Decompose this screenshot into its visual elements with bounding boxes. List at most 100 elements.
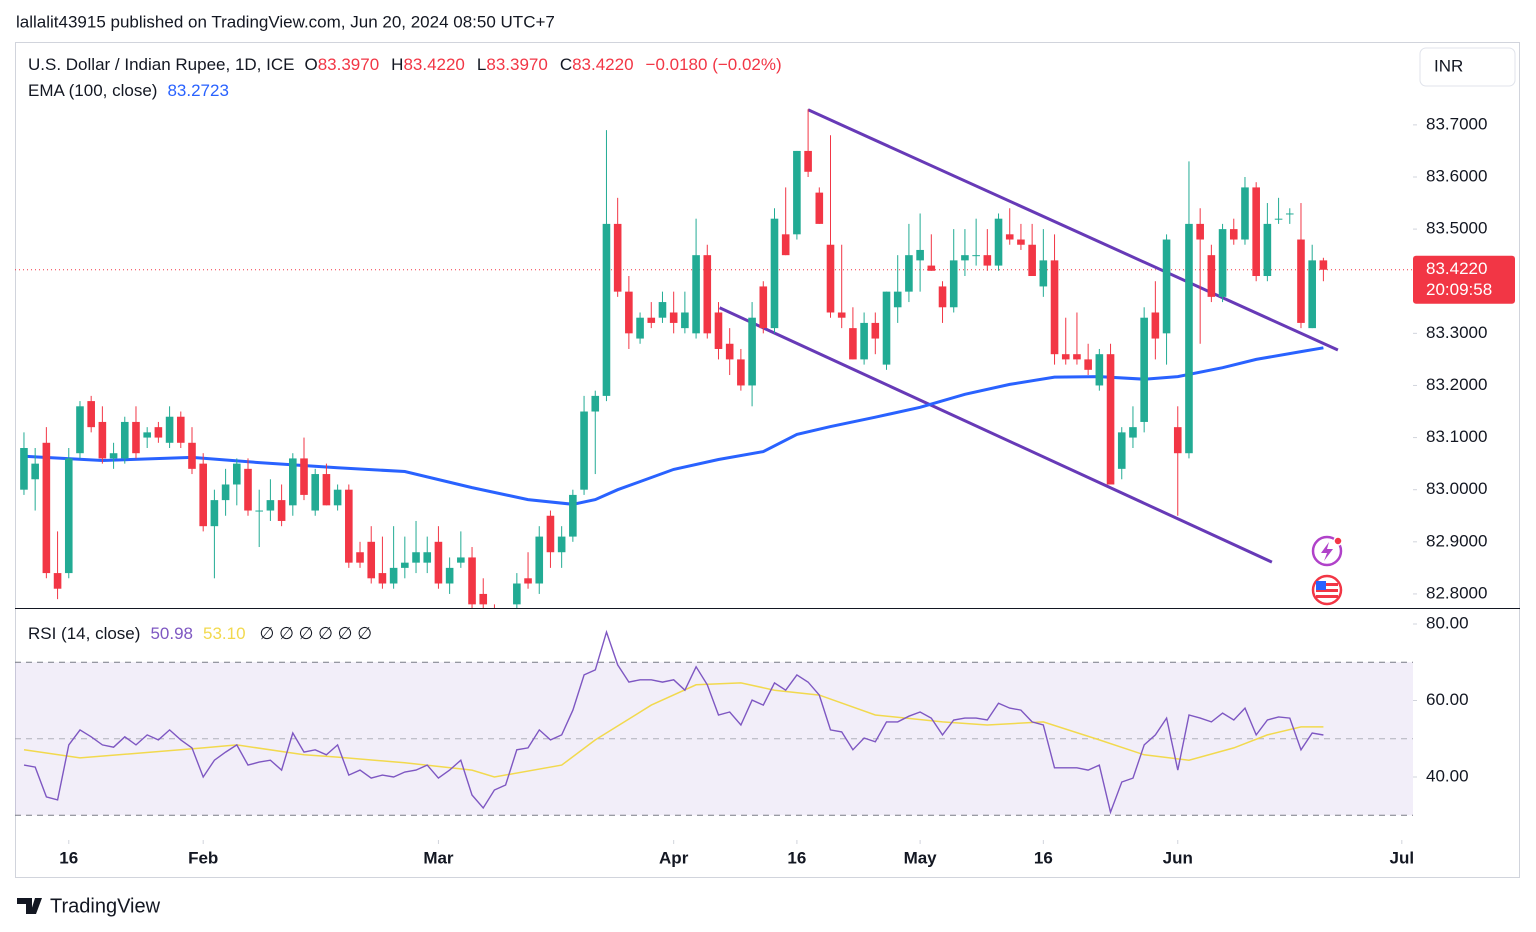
y-tick-label: 83.0000	[1426, 479, 1487, 498]
candle-body	[289, 458, 297, 506]
candle-body	[53, 573, 62, 589]
axes: 82.8000 82.9000 83.0000 83.1000 83.2000 83.30…	[1413, 114, 1515, 785]
candle-body	[165, 416, 174, 443]
candle-body	[76, 406, 84, 454]
ema-line	[23, 346, 1324, 506]
candle-body	[770, 218, 779, 329]
price-legend: U.S. Dollar / Indian Rupee, 1D, ICE O83.3…	[28, 55, 782, 74]
candle-body	[132, 421, 140, 454]
candle-body	[613, 223, 622, 292]
candle-body	[479, 593, 488, 605]
candle-body	[804, 150, 812, 172]
x-axis: 16 Feb Mar Apr 16 May 16 Jun Jul	[59, 840, 1414, 867]
candle-body	[849, 328, 857, 360]
candle-body	[199, 463, 207, 527]
rsi-legend: RSI (14, close) 50.98 53.10 ∅ ∅ ∅ ∅ ∅ ∅	[28, 624, 372, 643]
rsi-tick-label: 80.00	[1426, 613, 1469, 632]
candle-body	[1061, 354, 1070, 360]
legend-item: O	[304, 55, 317, 74]
candle-body	[277, 500, 286, 521]
candle-body	[143, 432, 151, 438]
candle-body	[714, 312, 723, 349]
rsi-pane	[15, 629, 1413, 816]
candle-body	[434, 541, 443, 584]
y-tick-label: 83.1000	[1426, 427, 1487, 446]
legend-item: 83.4220	[403, 55, 464, 74]
y-tick-label: 83.2000	[1426, 375, 1487, 394]
legend-item: 53.10	[203, 624, 246, 643]
candle-body	[927, 265, 936, 271]
candle-body	[905, 255, 913, 292]
x-tick-label: Apr	[659, 848, 689, 867]
candle-body	[1117, 432, 1126, 469]
candle-body	[1241, 187, 1249, 240]
flag-icon[interactable]	[1311, 574, 1343, 606]
x-tick-label: Jul	[1390, 848, 1415, 867]
candle-body	[625, 291, 633, 334]
candle-body	[949, 260, 958, 308]
candle-body	[1263, 223, 1272, 277]
candle-body	[994, 218, 1003, 266]
candle-body	[781, 234, 790, 256]
candle-body	[557, 536, 566, 553]
candle-body	[1173, 427, 1182, 454]
x-tick-label: Mar	[423, 848, 454, 867]
legend-item: RSI (14, close)	[28, 624, 140, 643]
candle-body	[322, 474, 331, 506]
candle-body	[837, 312, 846, 318]
candle-body	[972, 255, 980, 257]
candle-body	[1140, 317, 1148, 422]
candle-body	[591, 395, 600, 412]
candle-body	[1252, 187, 1260, 277]
footer-logo	[17, 898, 42, 914]
candle-body	[401, 562, 409, 568]
candle-body	[1151, 312, 1160, 339]
candle-body	[1050, 260, 1059, 355]
candle-body	[232, 463, 241, 485]
candle-body	[1017, 239, 1025, 245]
candle-body	[1162, 239, 1171, 334]
currency-button[interactable]	[1419, 47, 1516, 87]
candle-body	[244, 468, 252, 511]
legend-item: L	[477, 55, 486, 74]
candle-body	[1196, 223, 1204, 240]
trend-line	[807, 108, 1339, 352]
candle-body	[513, 583, 521, 605]
x-tick-label: Jun	[1163, 848, 1193, 867]
candle-body	[1106, 354, 1115, 485]
candle-body	[602, 223, 611, 396]
y-tick-label: 83.3000	[1426, 323, 1487, 342]
candle-body	[580, 411, 588, 490]
candle-body	[703, 255, 712, 334]
candle-body	[1028, 244, 1036, 277]
candle-body	[266, 500, 275, 511]
countdown-label: 20:09:58	[1426, 280, 1492, 299]
x-tick-label: May	[904, 848, 938, 867]
trend-line	[718, 306, 1273, 564]
currency-label[interactable]: INR	[1434, 56, 1463, 75]
candle-body	[815, 192, 824, 224]
candle-body	[916, 249, 924, 261]
candle-body	[98, 421, 107, 459]
rsi-line	[23, 629, 1324, 815]
legend-item: −0.0180 (−0.02%)	[646, 55, 782, 74]
candle-body	[221, 484, 230, 501]
candle-body	[1095, 354, 1104, 386]
x-tick-label: 16	[59, 848, 78, 867]
candle-body	[412, 552, 420, 563]
candle-body	[636, 317, 644, 339]
candle-body	[423, 552, 432, 563]
legend-item: 83.2723	[167, 81, 228, 100]
legend-item: 50.98	[150, 624, 193, 643]
candle-body	[546, 515, 555, 553]
rsi-tick-label: 40.00	[1426, 766, 1469, 785]
candle-body	[1207, 255, 1216, 297]
x-tick-label: Feb	[188, 848, 218, 867]
candle-body	[983, 255, 992, 266]
candle-body	[31, 463, 39, 480]
candle-body	[255, 510, 264, 512]
candle-body	[647, 317, 656, 323]
candle-body	[188, 442, 196, 469]
alert-icon[interactable]	[1311, 535, 1343, 567]
last-price-box	[1413, 255, 1515, 304]
